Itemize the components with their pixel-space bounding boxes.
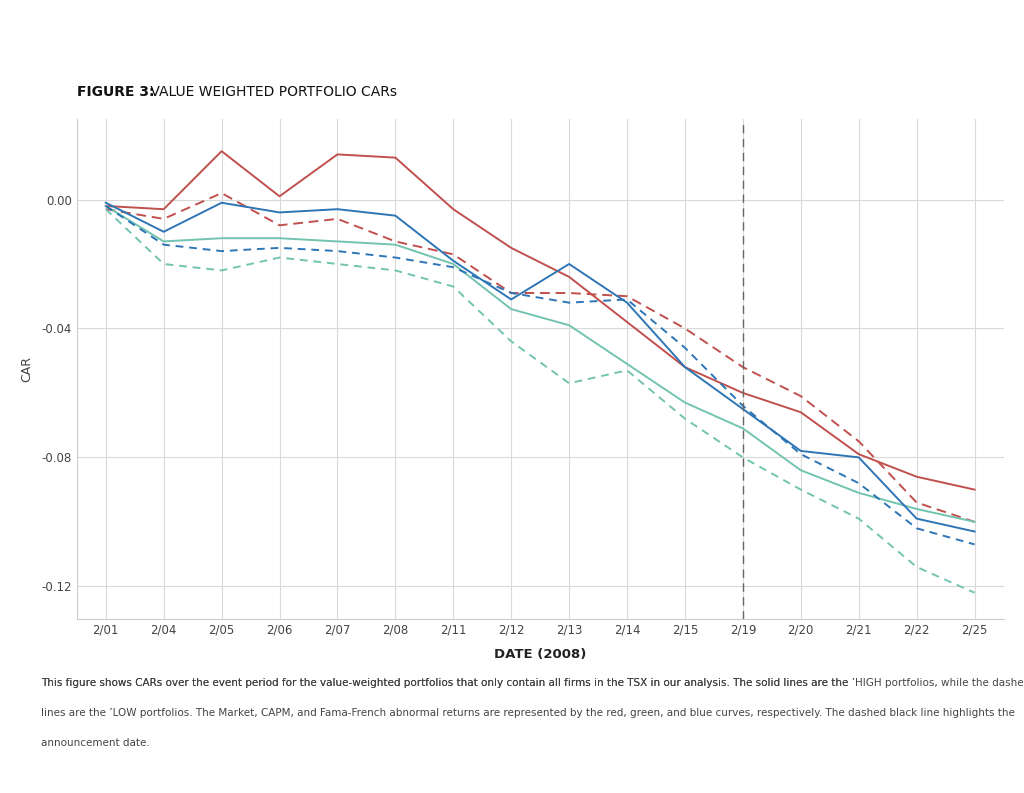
Text: lines are the ’LOW portfolios. The Market, CAPM, and Fama-French abnormal return: lines are the ’LOW portfolios. The Marke… [41, 708, 1015, 718]
X-axis label: DATE (2008): DATE (2008) [494, 648, 587, 661]
Text: VALUE WEIGHTED PORTFOLIO CARs: VALUE WEIGHTED PORTFOLIO CARs [146, 85, 397, 99]
Text: FIGURE 3:: FIGURE 3: [77, 85, 155, 99]
Text: This figure shows CARs over the event period for the value-weighted portfolios t: This figure shows CARs over the event pe… [41, 678, 852, 688]
Y-axis label: CAR: CAR [20, 356, 33, 381]
Text: This figure shows CARs over the event period for the value-weighted portfolios t: This figure shows CARs over the event pe… [41, 678, 1024, 688]
Text: announcement date.: announcement date. [41, 738, 150, 749]
